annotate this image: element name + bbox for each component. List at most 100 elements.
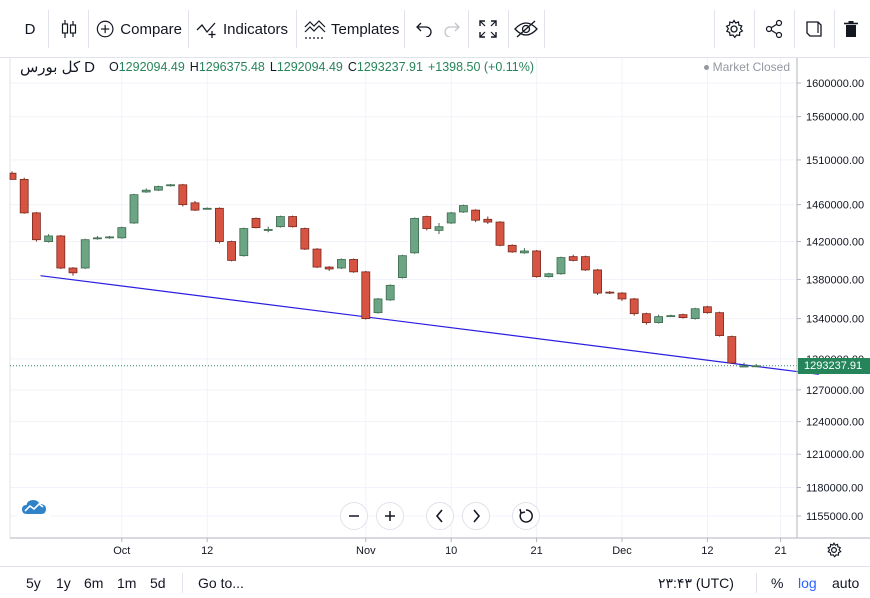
market-status: Market Closed <box>703 60 790 74</box>
candle <box>324 266 334 271</box>
templates-label: Templates <box>331 20 400 38</box>
candle-body <box>690 308 700 320</box>
plus-circle-icon <box>96 20 114 38</box>
scroll-left-button[interactable] <box>426 502 454 530</box>
templates-button[interactable]: Templates <box>304 8 404 50</box>
range-1y-button[interactable]: 1y <box>56 575 71 591</box>
range-5y-button[interactable]: 5y <box>26 575 41 591</box>
candle <box>373 297 383 314</box>
fullscreen-button[interactable] <box>476 8 500 50</box>
time-axis[interactable]: Oct 12 Nov 10 21 Dec 12 21 <box>10 537 870 557</box>
y-tick-label: 1270000.00 <box>806 385 864 397</box>
symbol-name[interactable]: کل بورس <box>20 59 81 76</box>
axis-settings-button[interactable] <box>822 540 846 560</box>
undo-button[interactable] <box>412 8 436 50</box>
candle-body <box>507 244 517 253</box>
compare-button[interactable]: Compare <box>96 8 182 50</box>
candle-body <box>9 172 17 180</box>
goto-date-button[interactable]: Go to... <box>198 575 244 591</box>
candle <box>666 314 676 318</box>
candle-body <box>385 284 395 301</box>
trash-icon <box>844 21 858 37</box>
candles-chart-type-button[interactable] <box>56 8 82 50</box>
candle-body <box>471 209 481 221</box>
y-tick-label: 1600000.00 <box>806 78 864 90</box>
indicators-button[interactable]: Indicators <box>196 8 292 50</box>
candle-body <box>178 184 188 206</box>
toolbar-divider <box>88 10 89 48</box>
candle-body <box>129 194 139 224</box>
candle <box>629 297 639 316</box>
candle-body <box>751 365 761 368</box>
x-tick-label: 21 <box>774 545 786 557</box>
x-tick-label: 10 <box>445 545 457 557</box>
candle <box>202 207 212 210</box>
zoom-in-button[interactable] <box>376 502 404 530</box>
candle <box>556 256 566 275</box>
candle <box>300 227 310 251</box>
settings-button[interactable] <box>722 8 746 50</box>
delete-button[interactable] <box>840 8 862 50</box>
y-tick-label: 1180000.00 <box>806 483 863 495</box>
candle <box>239 227 249 257</box>
range-1m-button[interactable]: 1m <box>117 575 137 591</box>
gear-icon <box>725 19 744 39</box>
interval-button[interactable]: D <box>24 20 36 38</box>
x-tick-label: Nov <box>356 545 376 557</box>
scroll-right-button[interactable] <box>462 502 490 530</box>
candle <box>68 267 78 276</box>
candle-body <box>715 312 724 336</box>
legend-timeframe: D <box>84 58 95 76</box>
reset-chart-button[interactable] <box>512 502 540 530</box>
candle <box>44 234 53 243</box>
candle <box>458 204 468 213</box>
candle-body <box>263 229 273 231</box>
candle <box>214 207 224 244</box>
candle-body <box>520 250 529 254</box>
range-6m-button[interactable]: 6m <box>84 575 104 591</box>
candle-body <box>227 241 237 261</box>
y-tick-label: 1560000.00 <box>806 112 864 124</box>
candle-body <box>666 315 676 318</box>
candle-body <box>32 212 41 241</box>
snapshot-button[interactable] <box>802 8 826 50</box>
candle-body <box>556 257 566 275</box>
candle-body <box>336 259 346 269</box>
candle-body <box>44 235 53 242</box>
percent-scale-toggle[interactable]: % <box>771 575 784 591</box>
redo-button[interactable] <box>440 8 464 50</box>
candle <box>703 305 712 314</box>
candle <box>678 313 688 319</box>
candle <box>715 311 724 337</box>
series-legend: کل بورس D O1292094.49 H1296375.48 L12920… <box>20 58 539 77</box>
price-axis[interactable]: 1600000.00 1560000.00 1510000.00 1460000.00… <box>796 58 864 538</box>
zoom-out-button[interactable] <box>340 502 368 530</box>
auto-scale-toggle[interactable]: auto <box>832 575 860 591</box>
hide-drawings-button[interactable] <box>512 8 540 50</box>
candle-body <box>568 256 578 261</box>
candle-body <box>593 269 602 294</box>
toolbar-divider <box>404 10 405 48</box>
range-5d-button[interactable]: 5d <box>150 575 166 591</box>
candle <box>739 362 749 368</box>
share-button[interactable] <box>762 8 786 50</box>
support-trendline[interactable] <box>40 275 819 375</box>
y-tick-label: 1380000.00 <box>806 275 864 287</box>
candles-layer <box>9 171 761 368</box>
candle <box>727 335 737 364</box>
y-tick-label: 1210000.00 <box>806 449 864 461</box>
y-tick-label: 1155000.00 <box>806 511 863 523</box>
last-price-label: 1293237.91 <box>798 357 870 374</box>
x-tick-label: 12 <box>201 545 213 557</box>
candle-body <box>251 217 261 229</box>
tradingview-logo[interactable] <box>17 492 51 522</box>
timezone-clock[interactable]: ۲۳:۴۳ (UTC) <box>658 575 734 591</box>
log-scale-toggle[interactable]: log <box>798 575 817 591</box>
candle <box>471 209 481 223</box>
candle-body <box>141 189 151 193</box>
gear-icon <box>827 542 842 558</box>
candle <box>227 240 237 262</box>
candle <box>617 292 627 301</box>
candle <box>80 238 90 269</box>
